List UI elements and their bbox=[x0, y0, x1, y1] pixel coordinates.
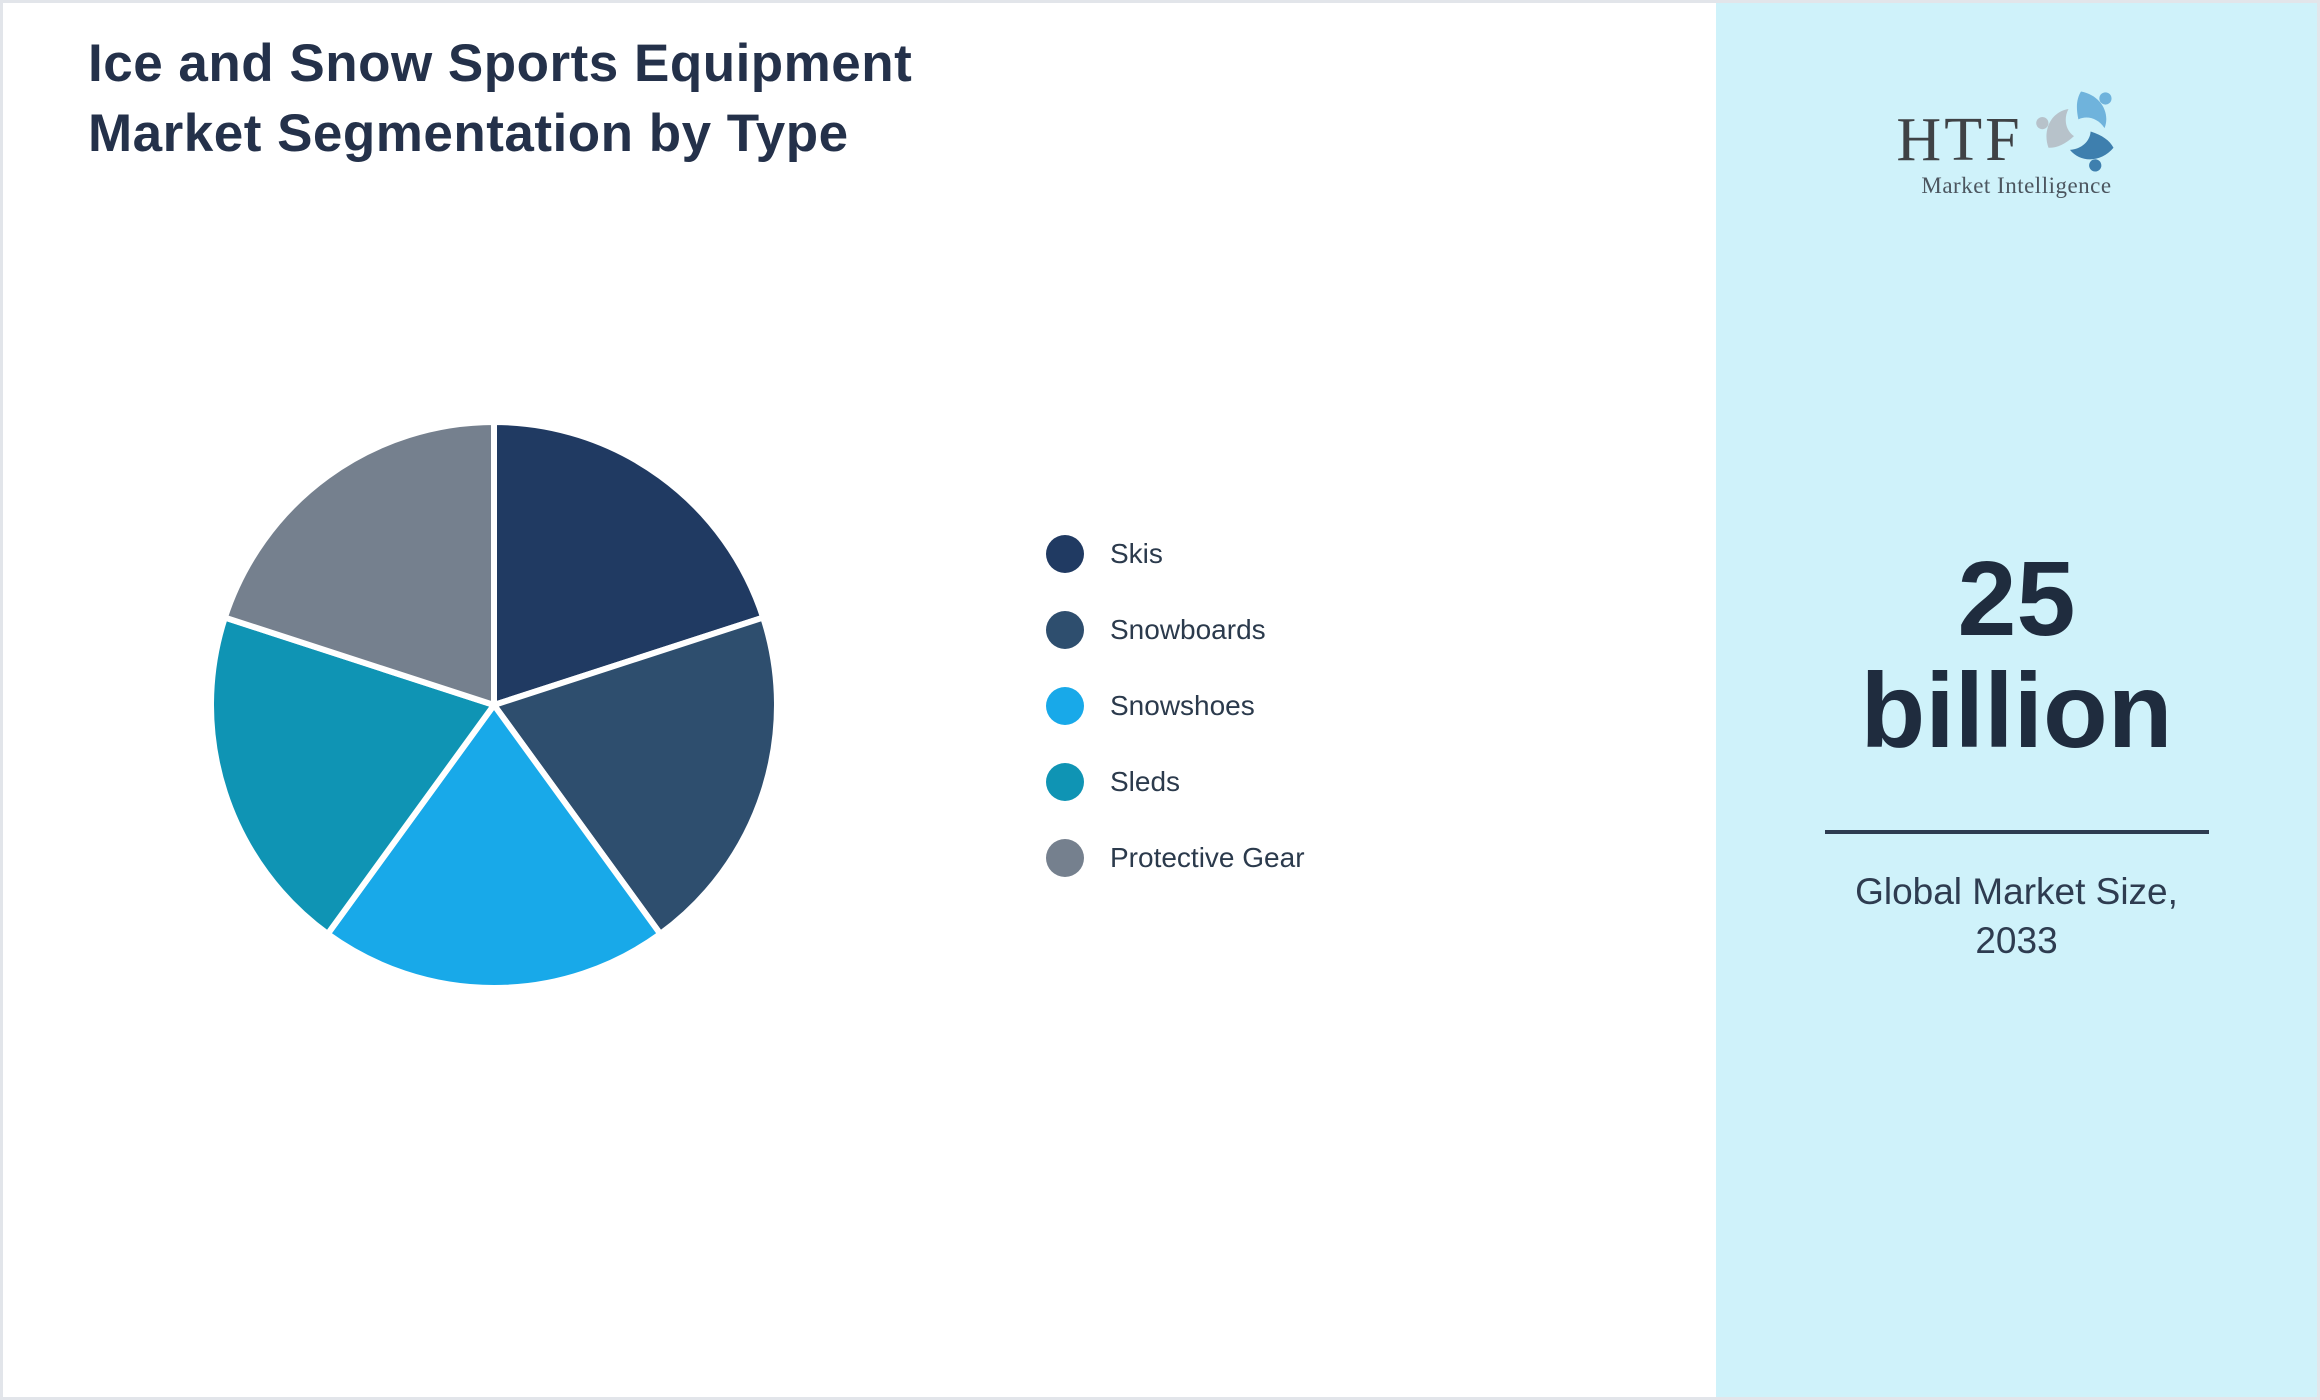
legend-label-protective-gear: Protective Gear bbox=[1110, 842, 1305, 873]
pie-chart bbox=[199, 410, 789, 1000]
legend-dot-sleds bbox=[1046, 763, 1084, 801]
market-size-value-line1: 25 bbox=[1957, 540, 2076, 658]
chart-title: Ice and Snow Sports Equipment Market Seg… bbox=[88, 29, 912, 169]
market-size-value: 25 billion bbox=[1716, 543, 2317, 767]
legend-label-snowboards: Snowboards bbox=[1110, 614, 1266, 645]
pie-slice-protective-gear bbox=[221, 419, 497, 708]
market-size-caption-line1: Global Market Size, bbox=[1855, 871, 2178, 912]
legend-item: Skis bbox=[1046, 535, 1305, 573]
chart-title-line1: Ice and Snow Sports Equipment bbox=[88, 34, 913, 93]
legend: Skis Snowboards Snowshoes Sleds Protecti… bbox=[1046, 535, 1305, 915]
chart-title-line2: Market Segmentation by Type bbox=[88, 104, 849, 163]
legend-label-snowshoes: Snowshoes bbox=[1110, 690, 1255, 721]
legend-dot-snowboards bbox=[1046, 611, 1084, 649]
market-size-value-line2: billion bbox=[1860, 652, 2173, 770]
legend-dot-skis bbox=[1046, 535, 1084, 573]
legend-item: Sleds bbox=[1046, 763, 1305, 801]
legend-item: Protective Gear bbox=[1046, 839, 1305, 877]
logo-text: HTF bbox=[1896, 106, 2023, 174]
legend-dot-protective-gear bbox=[1046, 839, 1084, 877]
pie-slice-snowboards bbox=[491, 614, 780, 937]
divider bbox=[1824, 830, 2209, 834]
right-panel: HTF Market Intelligence 25 billion Globa… bbox=[1716, 3, 2317, 1397]
brand-logo: HTF Market Intelligence bbox=[1716, 81, 2317, 199]
legend-item: Snowboards bbox=[1046, 611, 1305, 649]
legend-label-skis: Skis bbox=[1110, 538, 1163, 569]
pie-chart-svg bbox=[208, 419, 780, 991]
market-size-caption: Global Market Size, 2033 bbox=[1716, 867, 2317, 965]
pie-slice-snowshoes bbox=[324, 702, 664, 991]
pie-slice-skis bbox=[491, 419, 767, 708]
logo-subtext: Market Intelligence bbox=[1921, 173, 2112, 198]
dolphin-swirl-icon bbox=[2035, 91, 2114, 172]
legend-dot-snowshoes bbox=[1046, 687, 1084, 725]
pie-slice-sleds bbox=[208, 614, 497, 937]
legend-label-sleds: Sleds bbox=[1110, 766, 1181, 797]
legend-item: Snowshoes bbox=[1046, 687, 1305, 725]
market-size-caption-line2: 2033 bbox=[1975, 920, 2058, 961]
